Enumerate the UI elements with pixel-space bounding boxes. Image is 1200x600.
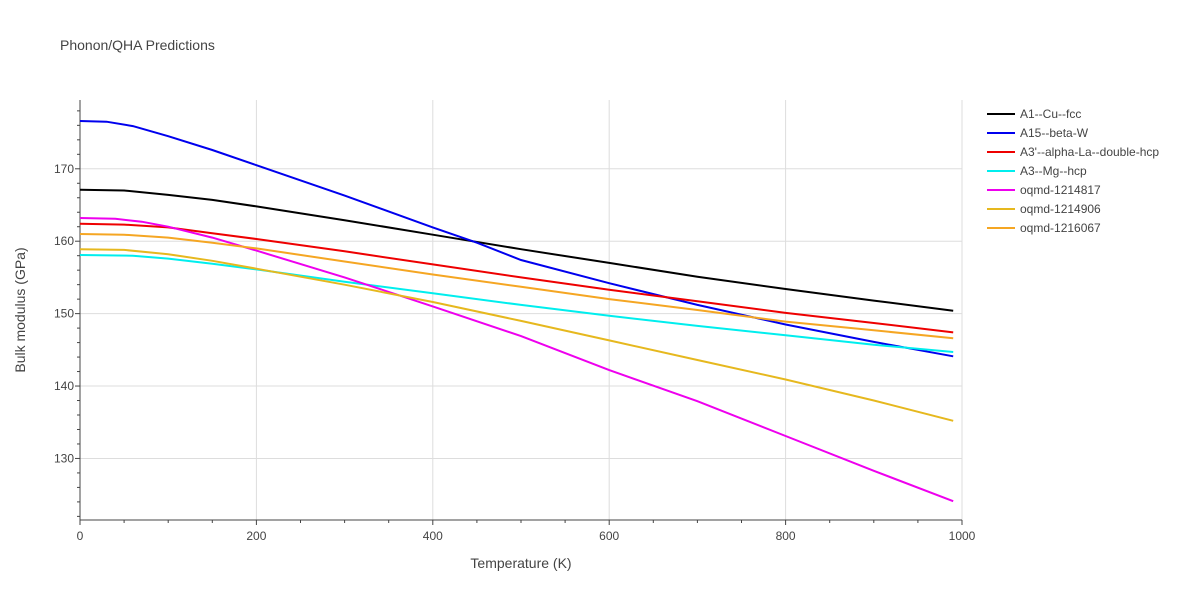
x-axis-title: Temperature (K) bbox=[470, 555, 571, 571]
legend-label: A3--Mg--hcp bbox=[1020, 164, 1087, 178]
grid-layer bbox=[80, 100, 963, 520]
series-line-oqmd-1216067 bbox=[79, 233, 954, 340]
x-tick-label: 0 bbox=[77, 529, 84, 543]
legend-label: A15--beta-W bbox=[1020, 126, 1089, 140]
x-tick-label: 1000 bbox=[949, 529, 976, 543]
legend-label: oqmd-1216067 bbox=[1020, 221, 1101, 235]
y-tick-label: 130 bbox=[54, 451, 74, 465]
series-line-A3'--alpha-La--double-hcp bbox=[79, 222, 954, 334]
series-line-A15--beta-W bbox=[79, 120, 954, 358]
legend-label: A3'--alpha-La--double-hcp bbox=[1020, 145, 1159, 159]
axis-layer: 0 200 400 600 800 1000 130 140 150 160 170 bbox=[54, 100, 976, 543]
legend-item[interactable]: A15--beta-W bbox=[987, 126, 1089, 140]
legend-item[interactable]: oqmd-1214906 bbox=[987, 202, 1101, 216]
series-line-A3--Mg--hcp bbox=[79, 254, 954, 353]
y-tick-label: 160 bbox=[54, 234, 74, 248]
series-line-oqmd-1214817 bbox=[79, 217, 954, 503]
legend-item[interactable]: A3--Mg--hcp bbox=[987, 164, 1087, 178]
legend-label: A1--Cu--fcc bbox=[1020, 107, 1081, 121]
y-tick-label: 170 bbox=[54, 162, 74, 176]
legend-item[interactable]: A1--Cu--fcc bbox=[987, 107, 1081, 121]
chart-title: Phonon/QHA Predictions bbox=[60, 37, 215, 53]
legend-item[interactable]: oqmd-1214817 bbox=[987, 183, 1101, 197]
series-line-A1--Cu--fcc bbox=[79, 188, 954, 312]
legend: A1--Cu--fcc A15--beta-W A3'--alpha-La--dou… bbox=[987, 107, 1159, 235]
legend-label: oqmd-1214906 bbox=[1020, 202, 1101, 216]
series-layer bbox=[79, 120, 954, 503]
y-tick-label: 140 bbox=[54, 379, 74, 393]
legend-label: oqmd-1214817 bbox=[1020, 183, 1101, 197]
series-line-oqmd-1214906 bbox=[79, 248, 954, 422]
legend-item[interactable]: oqmd-1216067 bbox=[987, 221, 1101, 235]
y-tick-label: 150 bbox=[54, 307, 74, 321]
x-tick-label: 600 bbox=[599, 529, 619, 543]
x-tick-label: 400 bbox=[423, 529, 443, 543]
x-tick-label: 800 bbox=[776, 529, 796, 543]
y-axis-title: Bulk modulus (GPa) bbox=[12, 247, 28, 372]
legend-item[interactable]: A3'--alpha-La--double-hcp bbox=[987, 145, 1159, 159]
x-tick-label: 200 bbox=[246, 529, 266, 543]
